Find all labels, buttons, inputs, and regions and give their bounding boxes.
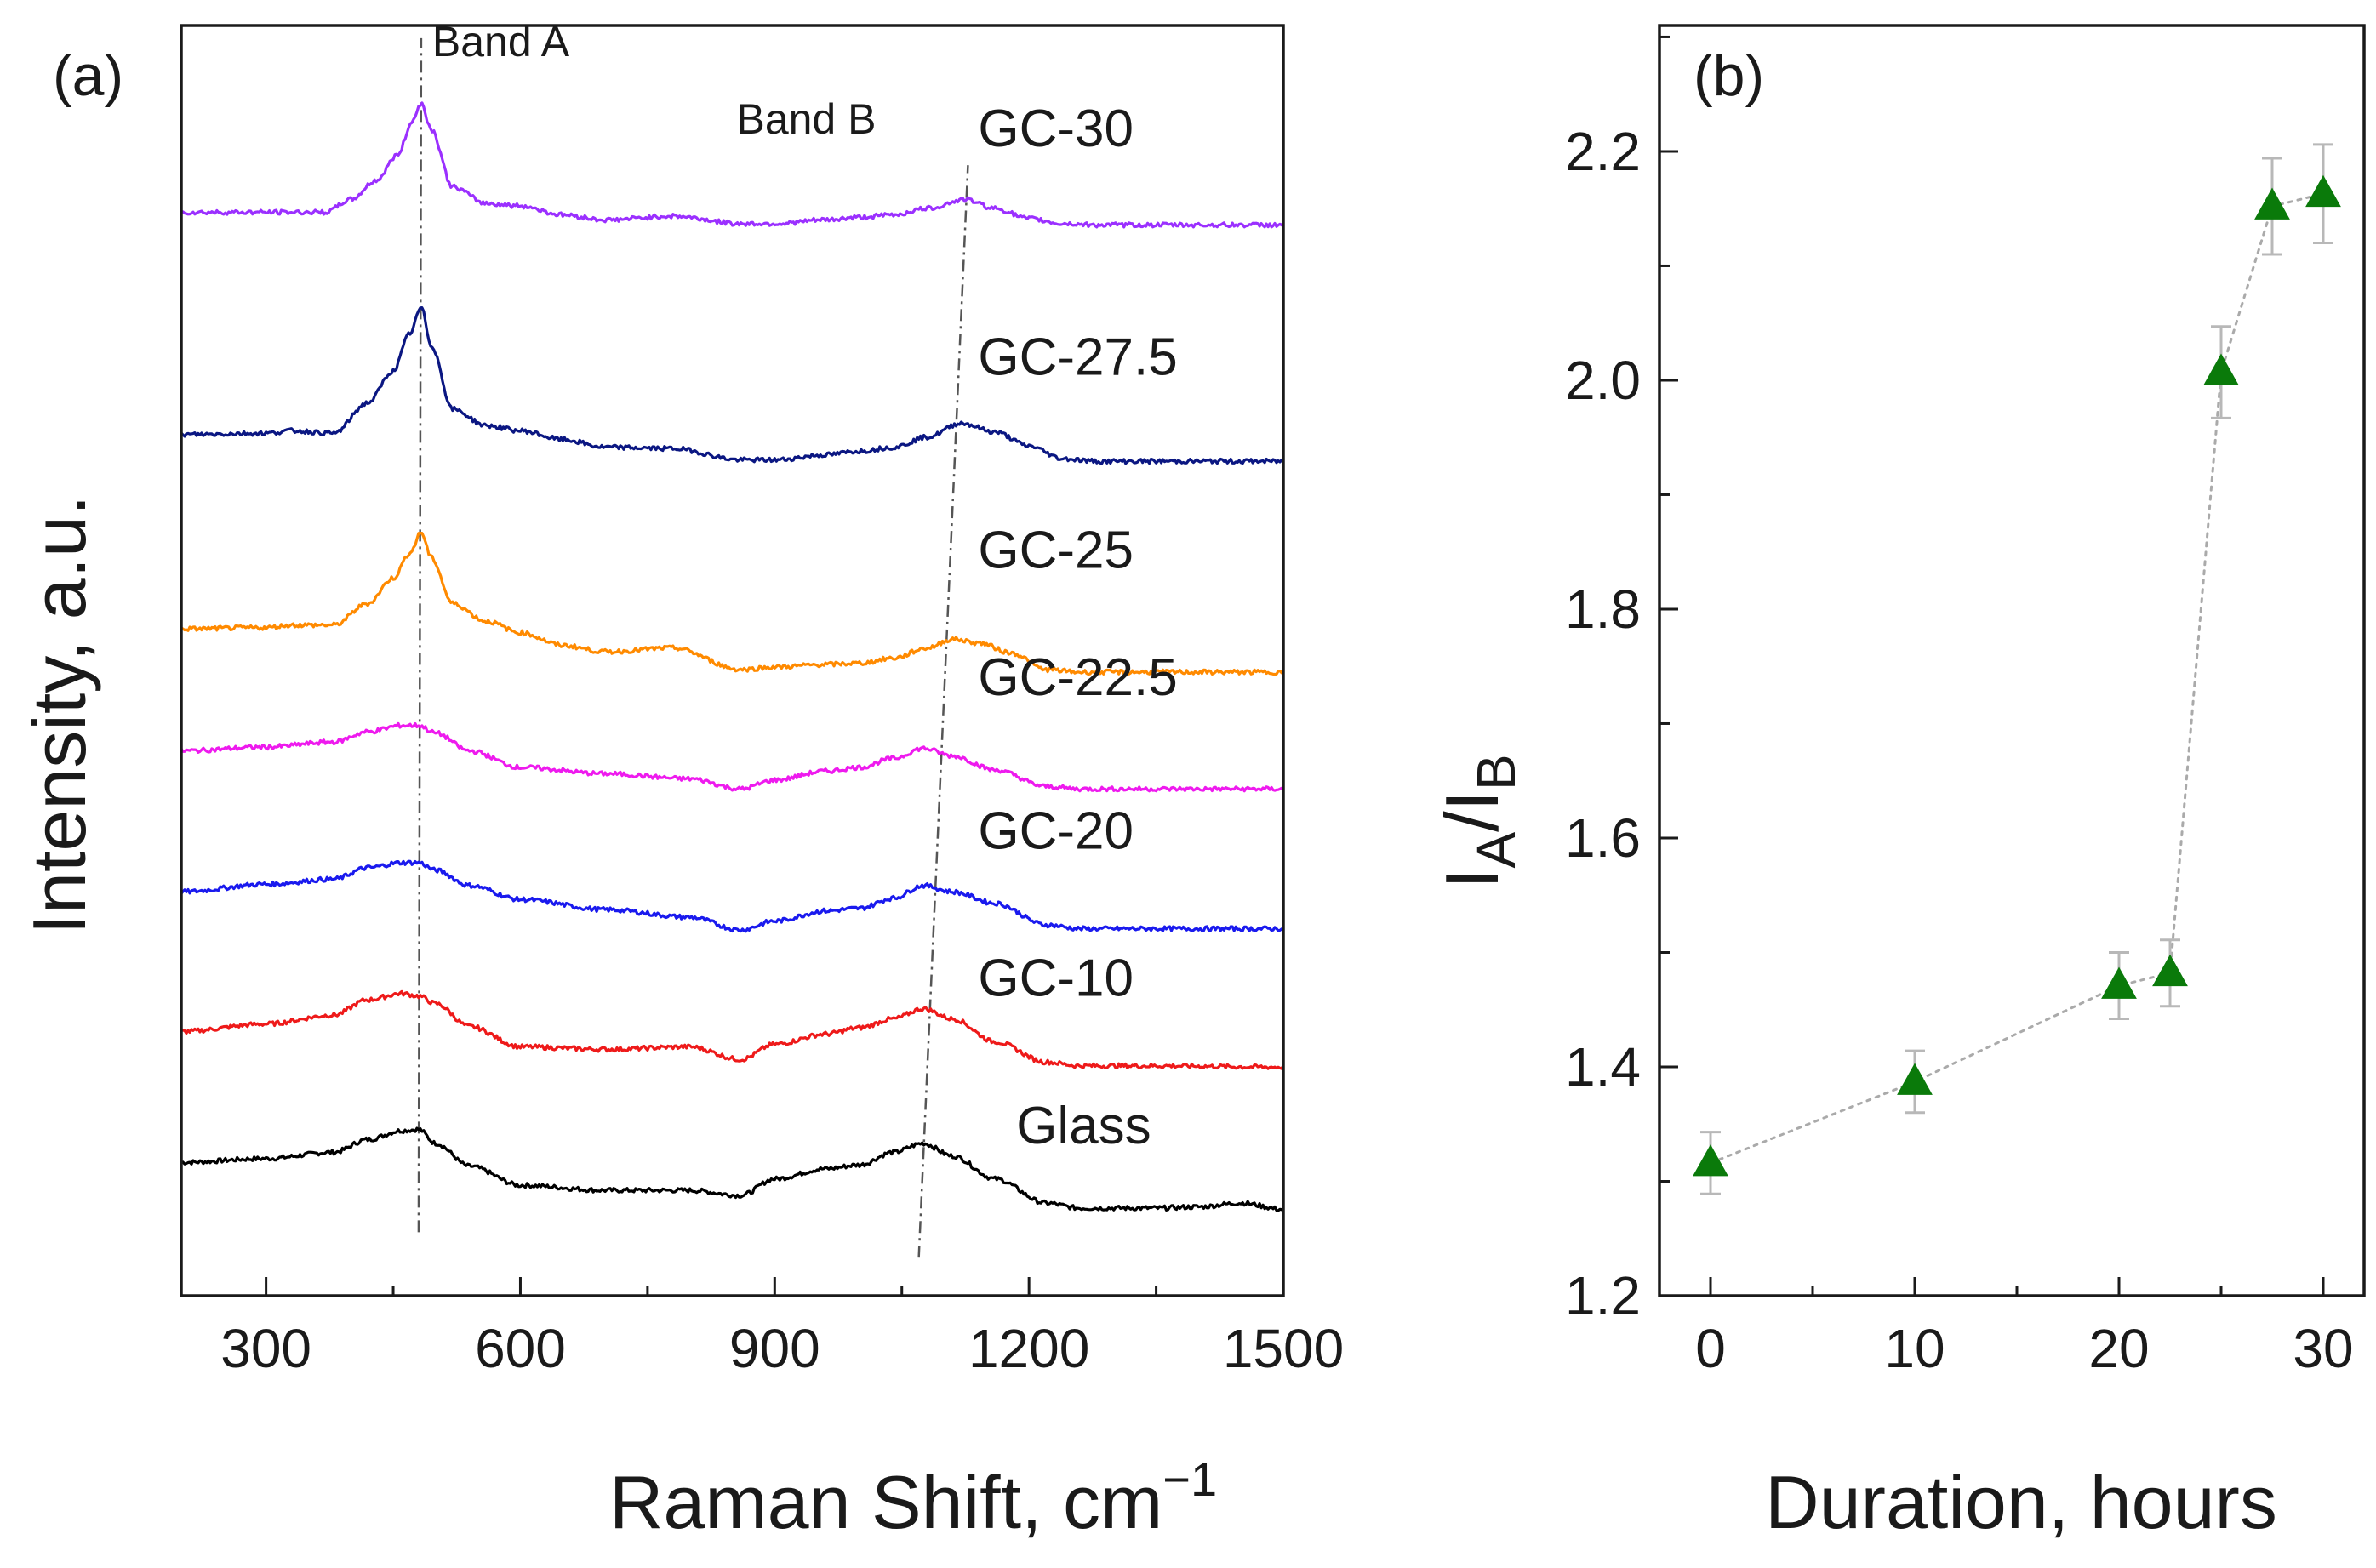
panel-b-label: (b) xyxy=(1693,43,1764,108)
x-tick-label: 900 xyxy=(729,1318,820,1379)
x-tick-label: 30 xyxy=(2293,1318,2353,1379)
data-point-triangle xyxy=(2305,174,2341,208)
spectrum-line xyxy=(180,1126,1285,1212)
spectrum-line xyxy=(180,306,1285,465)
curve-label: GC-27.5 xyxy=(978,328,1177,387)
y-tick-label: 1.2 xyxy=(1565,1265,1641,1326)
data-point-triangle xyxy=(2203,353,2239,385)
x-tick-label: 1200 xyxy=(968,1318,1089,1379)
raman-x-ticks: 300 600 900 1200 1500 xyxy=(220,1277,1344,1379)
ratio-y-axis-label: IA/IB xyxy=(1430,754,1527,889)
x-tick-label: 20 xyxy=(2088,1318,2149,1379)
x-tick-label: 1500 xyxy=(1223,1318,1344,1379)
curve-label: GC-10 xyxy=(978,949,1134,1008)
raman-y-axis-label: Intensity, a.u. xyxy=(17,495,101,935)
x-tick-label: 0 xyxy=(1695,1318,1726,1379)
band-guide-line xyxy=(917,165,969,1258)
y-tick-label: 1.6 xyxy=(1565,807,1641,869)
panel-a-label: (a) xyxy=(53,43,123,108)
data-point-triangle xyxy=(2101,966,2137,999)
spectrum-line xyxy=(180,721,1284,793)
intensity-ratio-panel: (b) 1.2 1.4 1.6 1.8 2.0 2.2 0 10 20 30 Duration, … xyxy=(1430,24,2366,1544)
y-tick-label: 2.2 xyxy=(1565,121,1641,182)
spectrum-line xyxy=(180,101,1285,229)
trend-connector xyxy=(1709,192,2325,1165)
ratio-plot-frame xyxy=(1658,24,2366,1297)
band-guide-line xyxy=(417,37,423,1233)
data-point-triangle xyxy=(1897,1063,1933,1095)
band-b-label: Band B xyxy=(736,95,876,143)
y-tick-label: 1.8 xyxy=(1565,579,1641,640)
y-tick-label: 2.0 xyxy=(1565,350,1641,411)
data-point-triangle xyxy=(1693,1143,1728,1177)
curve-label: GC-30 xyxy=(978,100,1134,158)
spectrum-line xyxy=(180,532,1285,676)
curve-label: Glass xyxy=(1016,1097,1151,1155)
x-tick-label: 600 xyxy=(475,1318,566,1379)
y-tick-label: 1.4 xyxy=(1565,1036,1641,1098)
curve-label: GC-22.5 xyxy=(978,648,1177,707)
raman-plot-frame xyxy=(180,24,1285,1297)
raman-plot-area: GC-30 GC-27.5 GC-25 GC-22.5 GC-20 GC-10 Glass B… xyxy=(180,18,1285,1297)
spectrum-line xyxy=(180,989,1285,1070)
ratio-ticks: 1.2 1.4 1.6 1.8 2.0 2.2 0 10 20 30 xyxy=(1565,35,2354,1379)
data-point-triangle xyxy=(2152,954,2188,987)
raman-x-axis-label: Raman Shift, cm−1 xyxy=(609,1452,1217,1544)
curve-label: GC-20 xyxy=(978,801,1134,860)
x-tick-label: 10 xyxy=(1884,1318,1945,1379)
data-point-triangle xyxy=(2254,187,2290,220)
spectrum-line xyxy=(180,859,1284,933)
ratio-x-axis-label: Duration, hours xyxy=(1765,1460,2277,1544)
x-tick-label: 300 xyxy=(220,1318,311,1379)
raman-spectra-panel: (a) GC-30 GC-27.5 GC-25 GC-22.5 GC-20 GC-10 Gl… xyxy=(17,18,1344,1544)
ratio-plot-area xyxy=(1658,24,2366,1297)
curve-label: GC-25 xyxy=(978,522,1134,580)
